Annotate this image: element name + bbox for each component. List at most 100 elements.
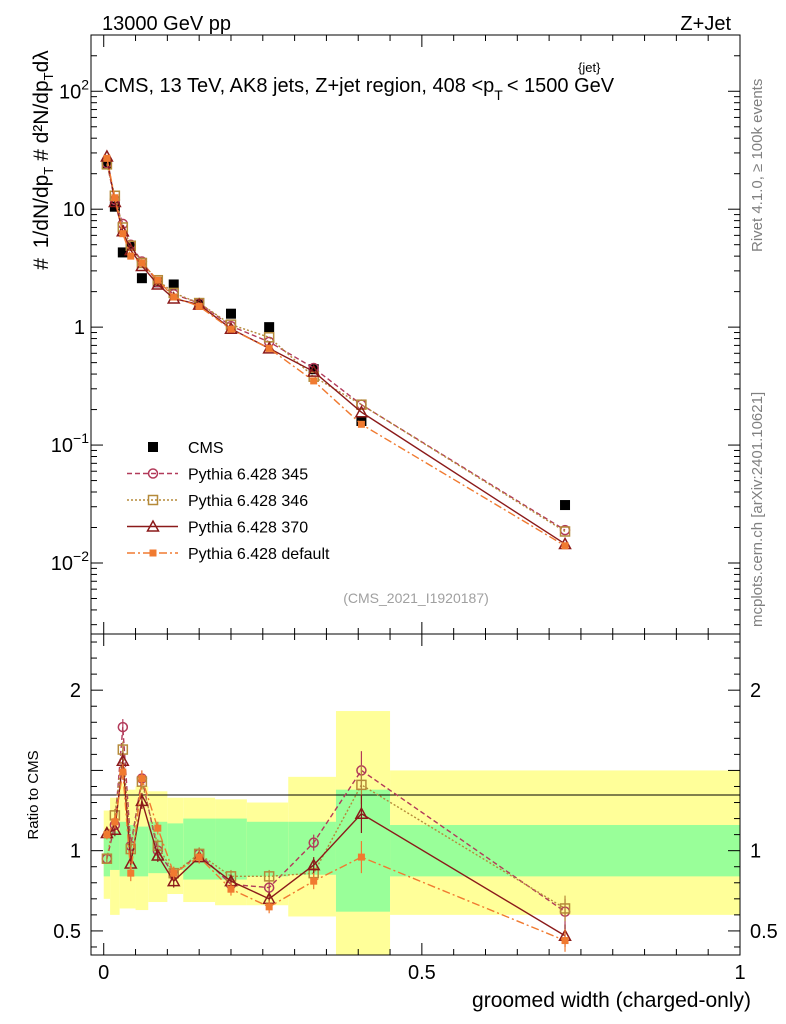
x-tick-label: 0.5 — [408, 962, 436, 984]
point-pythia-6-428-default — [119, 230, 127, 238]
ratio-y-tick-label: 0.5 — [53, 921, 81, 943]
ratio-point-pythia-6-428-default — [170, 869, 178, 877]
ratio-band-green — [215, 818, 247, 880]
y-label-sub: T — [41, 167, 56, 175]
line-pythia-6-428-345 — [106, 163, 566, 531]
ratio-point-pythia-6-428-default — [310, 877, 318, 885]
ratio-band-green — [335, 789, 391, 912]
x-axis-label: groomed width (charged-only) — [472, 989, 751, 1012]
point-pythia-6-428-default — [195, 302, 203, 310]
point-cms — [264, 322, 275, 333]
y-tick-base: 10 — [59, 81, 81, 103]
point-cms — [136, 273, 147, 284]
ratio-point-pythia-6-428-345 — [117, 721, 129, 733]
legend-marker-pythia-6-428-346 — [147, 494, 159, 506]
y-tick-exp: 2 — [81, 76, 89, 92]
x-tick-label: 1 — [734, 962, 745, 984]
ratio-y-tick-label-right: 2 — [750, 680, 761, 702]
point-pythia-6-428-370 — [306, 364, 321, 377]
point-cms — [308, 364, 319, 375]
main-marks — [100, 149, 572, 550]
line-pythia-6-428-370 — [106, 156, 566, 545]
ratio-ylabel: Ratio to CMS — [25, 750, 42, 839]
chart-title-main: CMS, 13 TeV, AK8 jets, Z+jet region, 408… — [104, 75, 494, 97]
point-pythia-6-428-default — [227, 325, 235, 333]
ratio-point-pythia-6-428-default — [138, 774, 146, 782]
point-cms — [560, 500, 571, 511]
ratio-y-tick-label: 1 — [70, 841, 81, 863]
point-pythia-6-428-370 — [108, 194, 122, 208]
analysis-id: (CMS_2021_I1920187) — [343, 590, 489, 606]
ratio-point-pythia-6-428-370 — [166, 874, 181, 887]
ratio-band-green — [246, 821, 289, 877]
y-label-sub2: T — [41, 72, 56, 80]
point-pythia-6-428-default — [103, 154, 111, 162]
ratio-point-pythia-6-428-default — [119, 768, 127, 776]
ratio-point-pythia-6-428-default — [154, 824, 162, 832]
point-pythia-6-428-346 — [136, 257, 148, 269]
legend-marker-pythia-6-428-345 — [147, 468, 159, 479]
chart-title-sup: {jet} — [578, 60, 601, 75]
point-pythia-6-428-default — [265, 344, 273, 352]
point-pythia-6-428-370 — [354, 405, 369, 418]
point-pythia-6-428-default — [138, 259, 146, 267]
legend-marker-pythia-6-428-default — [149, 549, 157, 557]
point-pythia-6-428-default — [127, 252, 135, 260]
y-tick-base: 10 — [63, 199, 85, 221]
ratio-point-pythia-6-428-346 — [559, 903, 571, 914]
mcplots-label: mcplots.cern.ch [arXiv:2401.10621] — [749, 392, 766, 627]
ratio-point-pythia-6-428-default — [111, 818, 119, 826]
ratio-y-tick-label: 2 — [70, 680, 81, 702]
ratio-point-pythia-6-428-default — [561, 937, 569, 945]
point-pythia-6-428-346 — [559, 526, 571, 537]
legend-marker-cms — [148, 442, 158, 452]
point-pythia-6-428-370 — [151, 277, 165, 290]
ratio-point-pythia-6-428-370 — [151, 848, 165, 861]
ratio-band-green — [390, 824, 740, 877]
point-pythia-6-428-default — [170, 293, 178, 301]
point-pythia-6-428-default — [357, 420, 365, 428]
y-tick-label: 1 — [74, 317, 85, 339]
point-cms — [225, 308, 236, 319]
ratio-band-green — [167, 823, 184, 870]
y-label-rest: # d²N/dp — [30, 80, 53, 166]
mcplots-label-wrap: mcplots.cern.ch [arXiv:2401.10621] — [749, 392, 766, 627]
ratio-marks — [100, 719, 572, 952]
y-label-hash: # — [30, 258, 53, 270]
line-pythia-6-428-346 — [106, 164, 566, 533]
chart-title-after: < 1500 GeV — [507, 75, 615, 97]
point-cms — [117, 247, 128, 258]
ratio-point-pythia-6-428-default — [103, 831, 111, 839]
legend-marker-pythia-6-428-370 — [146, 519, 160, 532]
y-tick-base: 1 — [74, 317, 85, 339]
header-right: Z+Jet — [680, 13, 731, 35]
ratio-panel: 0 0.5 10.5 0.51 12 2 Ratio to CMS — [25, 633, 778, 984]
ratio-bands — [103, 711, 740, 955]
header-left: 13000 GeV pp — [102, 13, 231, 35]
point-pythia-6-428-default — [154, 276, 162, 284]
y-tick-label: 10−1 — [51, 430, 89, 457]
ratio-point-pythia-6-428-default — [357, 853, 365, 861]
ratio-y-tick-label-right: 1 — [750, 841, 761, 863]
main-frame — [90, 34, 741, 635]
ratio-y-tick-label-right: 0.5 — [750, 921, 778, 943]
ratio-point-pythia-6-428-370 — [306, 858, 321, 871]
y-label-frac: 1/dN/dp — [30, 175, 53, 249]
legend-label-cms: CMS — [188, 440, 224, 457]
ratio-point-pythia-6-428-370 — [354, 806, 369, 820]
point-pythia-6-428-default — [111, 194, 119, 202]
ratio-point-pythia-6-428-345 — [308, 837, 319, 848]
y-tick-label: 102 — [59, 76, 89, 103]
y-label-rest2: dλ — [30, 50, 53, 73]
legend-label-pythia-6-428-370: Pythia 6.428 370 — [188, 520, 308, 537]
ratio-point-pythia-6-428-346 — [356, 779, 367, 791]
y-tick-exp: −1 — [73, 430, 89, 446]
legend-label-pythia-6-428-346: Pythia 6.428 346 — [188, 493, 308, 510]
point-pythia-6-428-346 — [356, 399, 367, 410]
ratio-point-pythia-6-428-346 — [125, 843, 137, 855]
y-axis-label-main: # 1/dN/dpT # d²N/dpTdλ — [30, 50, 56, 270]
ratio-point-pythia-6-428-default — [127, 869, 135, 877]
